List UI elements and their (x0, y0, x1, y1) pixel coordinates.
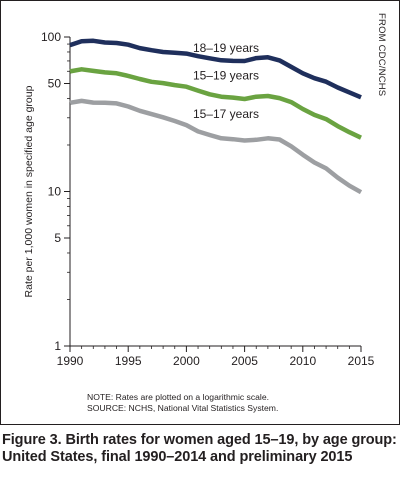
series-label-1: 18–19 years (193, 41, 259, 55)
series-label-3: 15–17 years (193, 107, 259, 121)
x-tick-label-2015: 2015 (348, 354, 375, 368)
x-tick-label-1995: 1995 (115, 354, 142, 368)
series-line-1 (69, 38, 362, 100)
x-tick-label-1990: 1990 (57, 354, 84, 368)
note-text: NOTE: Rates are plotted on a logarithmic… (87, 392, 269, 402)
figure-frame: 1 5 10 50 100 1990 1995 2000 2005 2010 2015 Rate pe… (0, 0, 400, 425)
x-tick-label-2000: 2000 (173, 354, 200, 368)
series-line-3 (69, 98, 363, 195)
y-tick-label-100: 100 (41, 30, 61, 44)
series-line-2 (69, 67, 362, 140)
series-labels: 18–19 years 15–19 years 15–17 years (193, 41, 259, 121)
source-text: SOURCE: NCHS, National Vital Statistics … (87, 403, 279, 413)
y-axis-title: Rate per 1,000 women in specified age gr… (23, 85, 35, 297)
series-lines (69, 38, 363, 195)
y-tick-label-50: 50 (48, 77, 62, 91)
chart: 1 5 10 50 100 1990 1995 2000 2005 2010 2015 Rate pe… (23, 30, 375, 368)
credit-text: FROM CDC/NCHS (376, 13, 387, 97)
y-tick-label-5: 5 (54, 231, 61, 245)
axes: 1 5 10 50 100 1990 1995 2000 2005 2010 2015 Rate pe… (23, 30, 375, 368)
series-label-2: 15–19 years (193, 69, 259, 83)
credit-line: FROM CDC/NCHS (373, 13, 393, 143)
x-tick-label-2010: 2010 (289, 354, 316, 368)
y-tick-label-1: 1 (54, 339, 61, 353)
y-tick-label-10: 10 (48, 185, 62, 199)
x-tick-label-2005: 2005 (231, 354, 258, 368)
figure-caption: Figure 3. Birth rates for women aged 15–… (2, 432, 397, 465)
